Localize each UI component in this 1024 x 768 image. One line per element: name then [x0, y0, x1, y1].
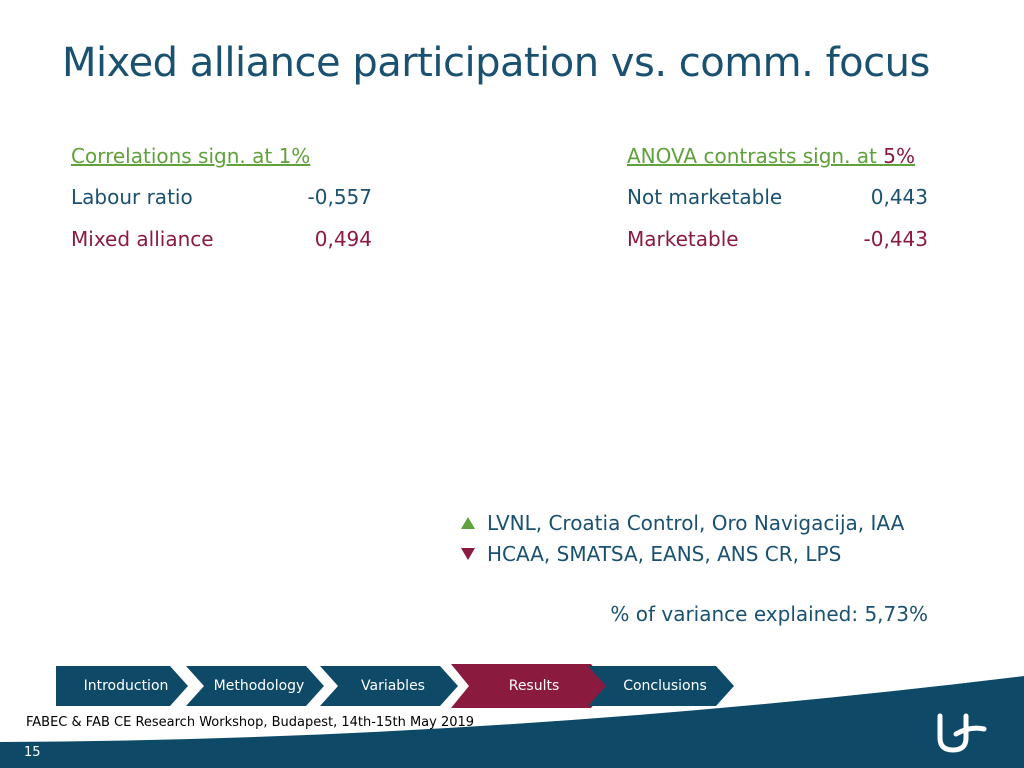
variance-explained: % of variance explained: 5,73% [610, 602, 928, 626]
nav-introduction[interactable]: Introduction [56, 666, 188, 706]
not-marketable-value: 0,443 [870, 185, 928, 209]
mixed-alliance-value: 0,494 [314, 227, 372, 251]
slide-title: Mixed alliance participation vs. comm. f… [62, 40, 930, 86]
mixed-alliance-label: Mixed alliance [71, 227, 214, 251]
nav-results[interactable]: Results [451, 664, 609, 708]
anova-heading: ANOVA contrasts sign. at 5% [627, 144, 915, 168]
not-marketable-label: Not marketable [627, 185, 783, 209]
nav-conclusions[interactable]: Conclusions [588, 666, 734, 706]
nav-conclusions-label: Conclusions [623, 678, 707, 694]
marketable-value: -0,443 [863, 227, 928, 251]
triangle-up-icon [461, 517, 475, 529]
legend-up-text: LVNL, Croatia Control, Oro Navigacija, I… [487, 511, 905, 535]
footer-text: FABEC & FAB CE Research Workshop, Budape… [26, 715, 475, 730]
nav-methodology[interactable]: Methodology [186, 666, 324, 706]
anova-heading-prefix: ANOVA contrasts sign. at [627, 144, 884, 168]
labour-ratio-value: -0,557 [307, 185, 372, 209]
nav-variables[interactable]: Variables [320, 666, 458, 706]
stylized-u-logo-icon [937, 713, 987, 753]
nav-methodology-label: Methodology [213, 678, 305, 694]
nav-variables-label: Variables [361, 678, 425, 694]
triangle-down-icon [461, 548, 475, 560]
nav-results-label: Results [508, 678, 560, 694]
legend-up-row: LVNL, Croatia Control, Oro Navigacija, I… [461, 511, 904, 535]
legend-down-row: HCAA, SMATSA, EANS, ANS CR, LPS [461, 542, 841, 566]
nav-introduction-label: Introduction [83, 678, 169, 694]
labour-ratio-label: Labour ratio [71, 185, 193, 209]
anova-heading-significance: 5% [883, 144, 915, 168]
correlations-heading: Correlations sign. at 1% [71, 144, 311, 168]
page-number: 15 [24, 745, 41, 760]
marketable-label: Marketable [627, 227, 739, 251]
legend-down-text: HCAA, SMATSA, EANS, ANS CR, LPS [487, 542, 842, 566]
